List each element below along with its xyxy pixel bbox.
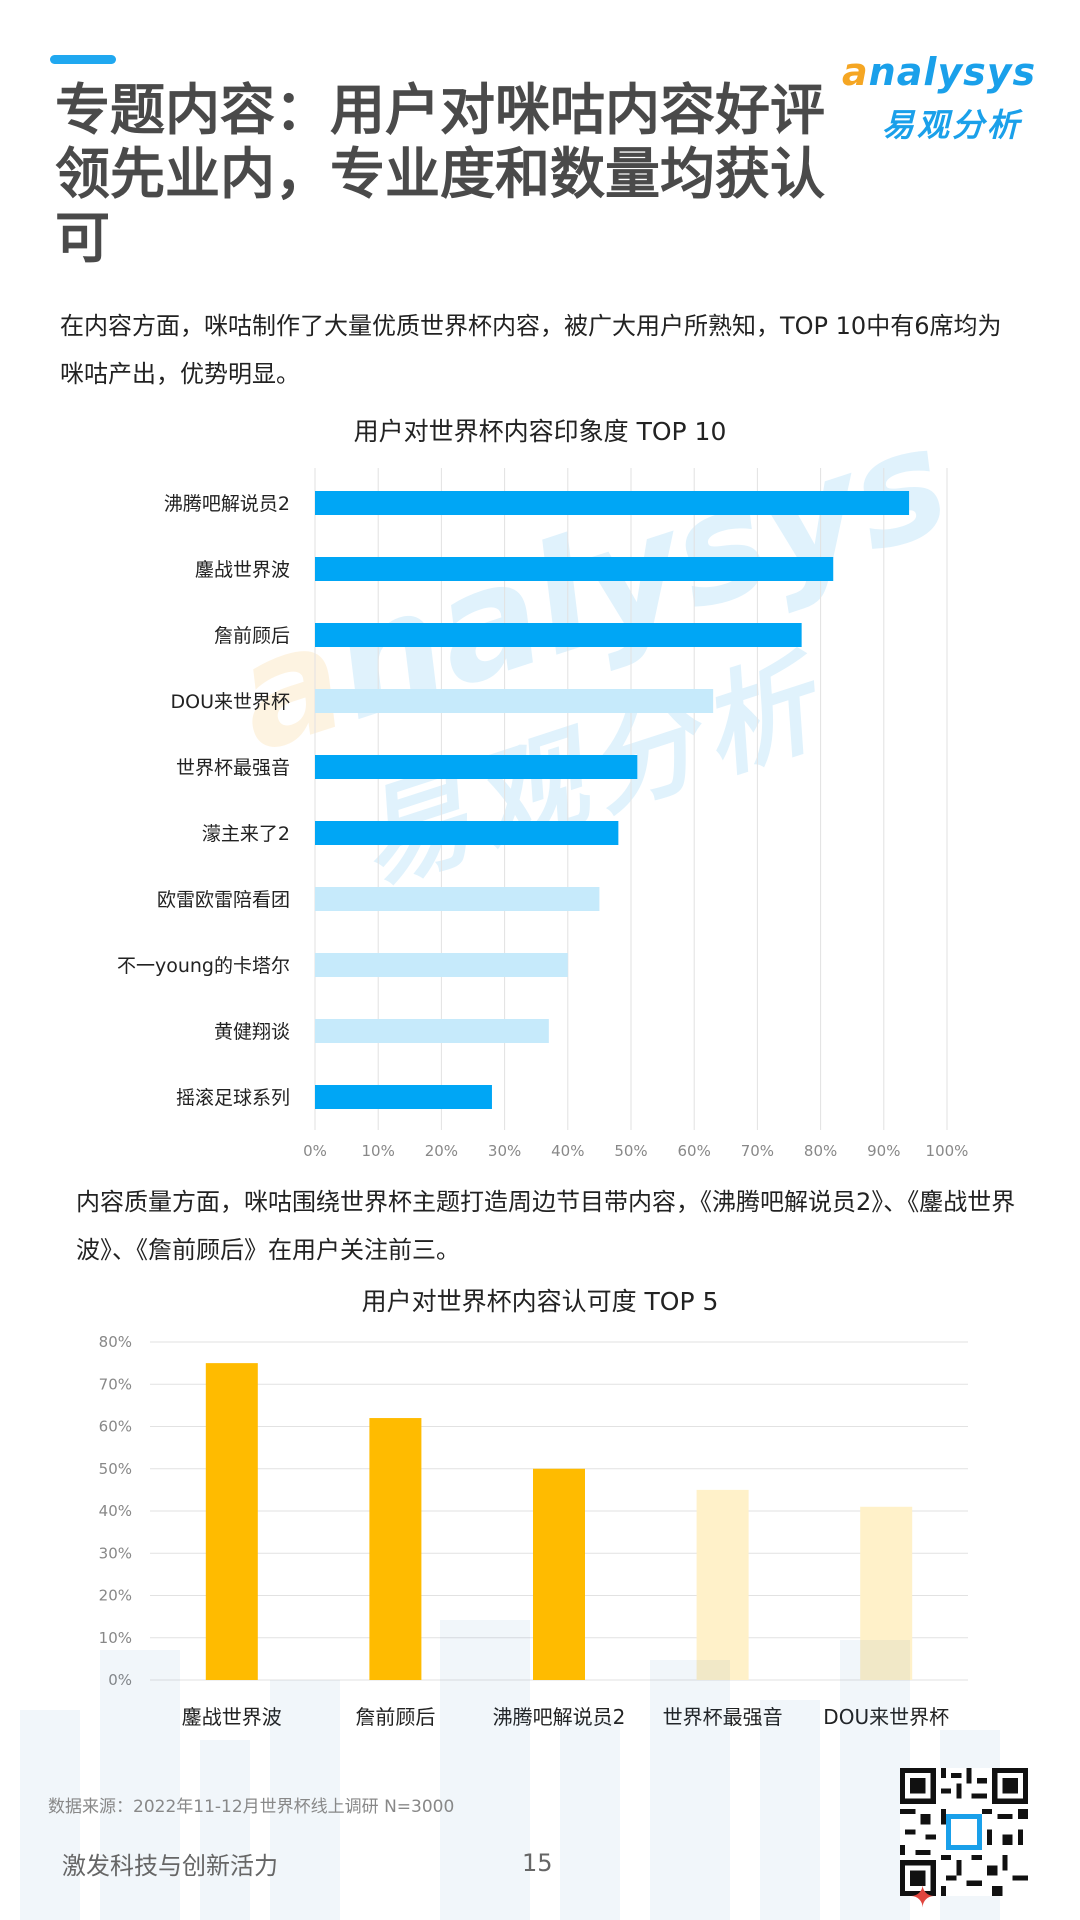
chart1-title: 用户对世界杯内容印象度 TOP 10 [353,417,727,446]
corner-brand-mark: ✦ [910,1880,936,1915]
bar [860,1506,913,1680]
impression-top10-chart: 0% 10% 20% 30% 40% 50% 60% 70% 80% 90% 100% 沸腾吧解说员2… [117,468,969,1160]
bar [696,1489,749,1680]
category-label: 濛主来了2 [202,823,290,845]
x-tick-label: 60% [678,1142,711,1160]
title-accent-bar [50,55,116,64]
category-label: 世界杯最强音 [176,757,290,779]
category-label: 鏖战世界波 [195,559,290,581]
qr-code [900,1768,1028,1896]
category-label: 黄健翔谈 [214,1021,290,1043]
bar [533,1468,585,1680]
bar [315,623,802,647]
chart2-title: 用户对世界杯内容认可度 TOP 5 [361,1287,719,1316]
bar [369,1418,422,1680]
category-label: 摇滚足球系列 [176,1087,290,1109]
y-tick-label: 10% [99,1629,132,1647]
y-tick-label: 80% [99,1333,132,1351]
logo-wordmark: analysys [842,50,1037,94]
x-tick-label: 20% [425,1142,458,1160]
intro-paragraph-1: 在内容方面，咪咕制作了大量优质世界杯内容，被广大用户所熟知，TOP 10中有6席… [60,312,1002,388]
y-tick-label: 60% [99,1418,132,1436]
category-label: 世界杯最强音 [663,1705,783,1729]
page-number: 15 [522,1849,553,1877]
category-label: 沸腾吧解说员2 [493,1705,626,1729]
logo-chinese-name: 易观分析 [882,106,1023,144]
approval-top5-chart: 0% 10% 20% 30% 40% 50% 60% 70% 80% 鏖战世界波 詹前顾后 沸腾吧解说… [99,1333,968,1729]
bar [315,755,638,779]
x-tick-label: 30% [488,1142,521,1160]
x-tick-label: 80% [804,1142,837,1160]
page-title: 专题内容：用户对咪咕内容好评领先业内，专业度和数量均获认可 [55,78,826,270]
data-source-note: 数据来源：2022年11-12月世界杯线上调研 N=3000 [48,1797,455,1817]
y-tick-label: 20% [99,1587,132,1605]
y-tick-label: 0% [108,1671,132,1689]
x-tick-label: 50% [614,1142,647,1160]
category-label: DOU来世界杯 [823,1705,949,1729]
category-label: 不一young的卡塔尔 [117,955,290,977]
y-tick-label: 30% [99,1544,132,1562]
x-tick-label: 10% [362,1142,395,1160]
analysys-logo: analysys 易观分析 [842,50,1035,145]
y-tick-label: 70% [99,1375,132,1393]
x-tick-label: 90% [867,1142,900,1160]
category-label: DOU来世界杯 [171,691,291,713]
category-label: 沸腾吧解说员2 [164,493,290,515]
x-tick-label: 40% [551,1142,584,1160]
y-tick-label: 50% [99,1460,132,1478]
bar [205,1363,258,1680]
category-label: 欧雷欧雷陪看团 [157,889,290,911]
bar [315,953,568,977]
category-label: 詹前顾后 [355,1705,435,1729]
intro-paragraph-2: 内容质量方面，咪咕围绕世界杯主题打造周边节目带内容，《沸腾吧解说员2》、《鏖战世… [76,1188,1016,1264]
x-tick-label: 0% [303,1142,327,1160]
y-tick-label: 40% [99,1502,132,1520]
category-label: 詹前顾后 [214,625,290,647]
x-tick-label: 70% [741,1142,774,1160]
bar [315,689,714,713]
bar [315,887,600,911]
bar [315,1019,549,1043]
category-label: 鏖战世界波 [182,1705,282,1729]
footer-slogan: 激发科技与创新活力 [62,1852,278,1880]
bar [315,821,619,845]
bar [315,1085,492,1109]
bar [315,557,834,581]
bar [315,491,910,515]
x-tick-label: 100% [926,1142,969,1160]
